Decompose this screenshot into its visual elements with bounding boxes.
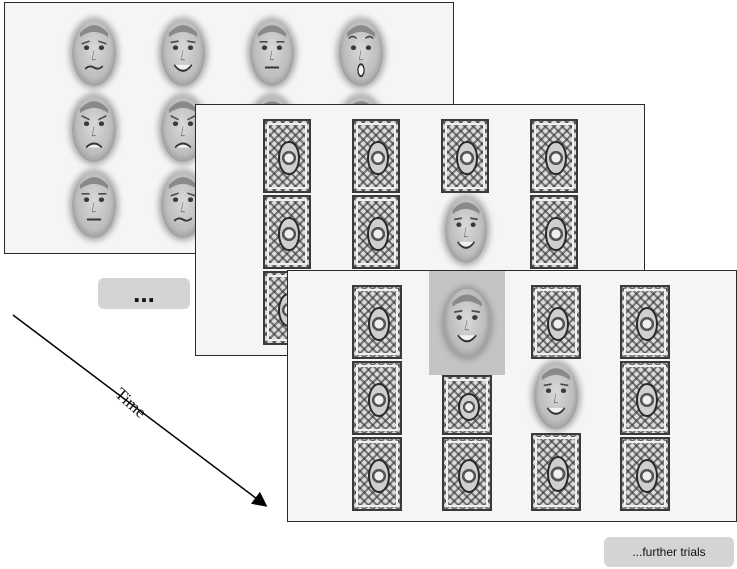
face-happy [534,363,578,429]
time-label: Time [111,384,151,422]
card-back [531,433,581,511]
card-back [352,195,400,269]
card-back [620,437,670,511]
ellipsis-box: ... [98,278,190,309]
card-back [531,285,581,359]
card-panel-selected [287,270,737,522]
card-back [620,285,670,359]
further-trials-box: ...further trials [604,537,734,567]
card-back [352,285,402,359]
face-sad [72,96,116,162]
face-disgust [72,20,116,86]
card-back [263,119,311,193]
face-neutral [250,20,294,86]
face-neutral [72,172,116,238]
card-back [442,375,492,435]
face-surprise [339,20,383,86]
face-happy [445,197,487,263]
face-happy [444,289,490,357]
card-back [441,119,489,193]
card-back [620,361,670,435]
card-back [530,195,578,269]
card-back [352,119,400,193]
face-happy [161,20,205,86]
card-back [263,195,311,269]
card-back [442,437,492,511]
card-back [352,361,402,435]
card-back [352,437,402,511]
card-back [530,119,578,193]
